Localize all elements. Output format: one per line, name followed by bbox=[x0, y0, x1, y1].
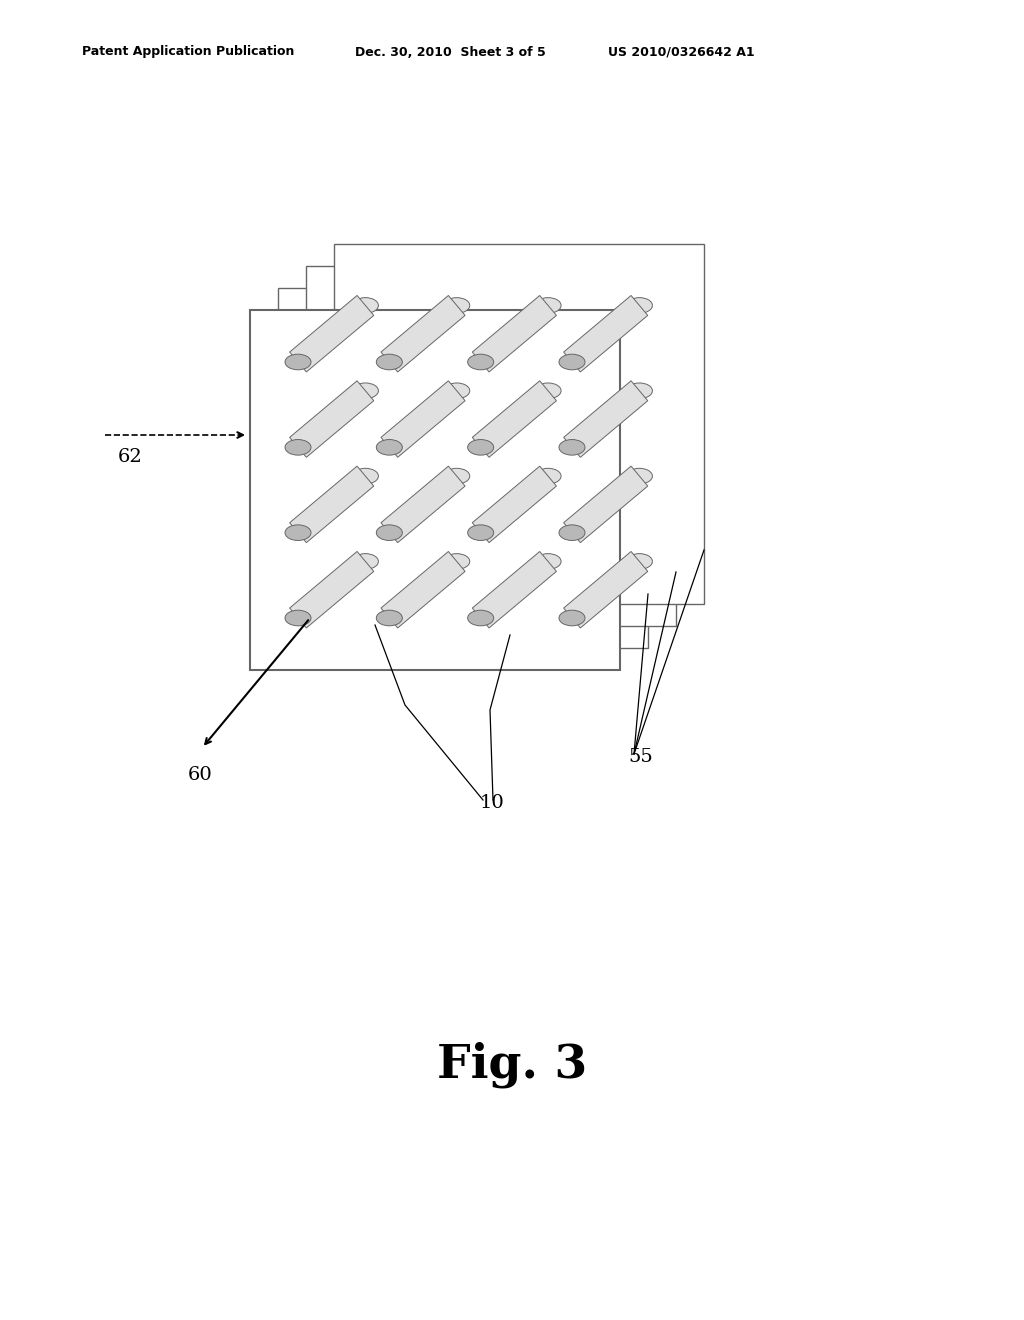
Bar bbox=[250, 310, 620, 671]
Ellipse shape bbox=[285, 610, 311, 626]
Ellipse shape bbox=[536, 553, 561, 569]
Polygon shape bbox=[290, 466, 374, 543]
Ellipse shape bbox=[559, 610, 585, 626]
Ellipse shape bbox=[285, 440, 311, 455]
Ellipse shape bbox=[468, 354, 494, 370]
Ellipse shape bbox=[627, 383, 652, 399]
Polygon shape bbox=[472, 296, 556, 372]
Ellipse shape bbox=[352, 297, 379, 313]
Ellipse shape bbox=[559, 525, 585, 540]
Ellipse shape bbox=[377, 610, 402, 626]
Ellipse shape bbox=[627, 469, 652, 484]
Ellipse shape bbox=[627, 297, 652, 313]
Ellipse shape bbox=[468, 440, 494, 455]
Ellipse shape bbox=[352, 383, 379, 399]
Bar bbox=[306, 267, 676, 626]
Polygon shape bbox=[381, 552, 465, 628]
Polygon shape bbox=[563, 296, 648, 372]
Polygon shape bbox=[290, 552, 374, 628]
Text: Patent Application Publication: Patent Application Publication bbox=[82, 45, 294, 58]
Ellipse shape bbox=[352, 553, 379, 569]
Ellipse shape bbox=[443, 553, 470, 569]
Ellipse shape bbox=[352, 469, 379, 484]
Text: 10: 10 bbox=[480, 795, 505, 812]
Ellipse shape bbox=[443, 383, 470, 399]
Ellipse shape bbox=[536, 383, 561, 399]
Polygon shape bbox=[381, 296, 465, 372]
Ellipse shape bbox=[559, 354, 585, 370]
Bar bbox=[278, 288, 648, 648]
Polygon shape bbox=[472, 552, 556, 628]
Ellipse shape bbox=[468, 525, 494, 540]
Bar bbox=[334, 244, 705, 605]
Text: 55: 55 bbox=[628, 748, 652, 766]
Ellipse shape bbox=[377, 525, 402, 540]
Polygon shape bbox=[472, 380, 556, 457]
Polygon shape bbox=[290, 380, 374, 457]
Polygon shape bbox=[290, 296, 374, 372]
Ellipse shape bbox=[536, 297, 561, 313]
Ellipse shape bbox=[627, 553, 652, 569]
Ellipse shape bbox=[443, 469, 470, 484]
Polygon shape bbox=[563, 380, 648, 457]
Text: 60: 60 bbox=[188, 766, 213, 784]
Ellipse shape bbox=[536, 469, 561, 484]
Polygon shape bbox=[381, 380, 465, 457]
Text: US 2010/0326642 A1: US 2010/0326642 A1 bbox=[608, 45, 755, 58]
Ellipse shape bbox=[559, 440, 585, 455]
Ellipse shape bbox=[285, 525, 311, 540]
Polygon shape bbox=[381, 466, 465, 543]
Ellipse shape bbox=[377, 354, 402, 370]
Ellipse shape bbox=[377, 440, 402, 455]
Polygon shape bbox=[563, 552, 648, 628]
Polygon shape bbox=[563, 466, 648, 543]
Ellipse shape bbox=[285, 354, 311, 370]
Polygon shape bbox=[472, 466, 556, 543]
Text: 62: 62 bbox=[118, 447, 142, 466]
Text: Dec. 30, 2010  Sheet 3 of 5: Dec. 30, 2010 Sheet 3 of 5 bbox=[355, 45, 546, 58]
Ellipse shape bbox=[468, 610, 494, 626]
Ellipse shape bbox=[443, 297, 470, 313]
Text: Fig. 3: Fig. 3 bbox=[437, 1041, 587, 1088]
